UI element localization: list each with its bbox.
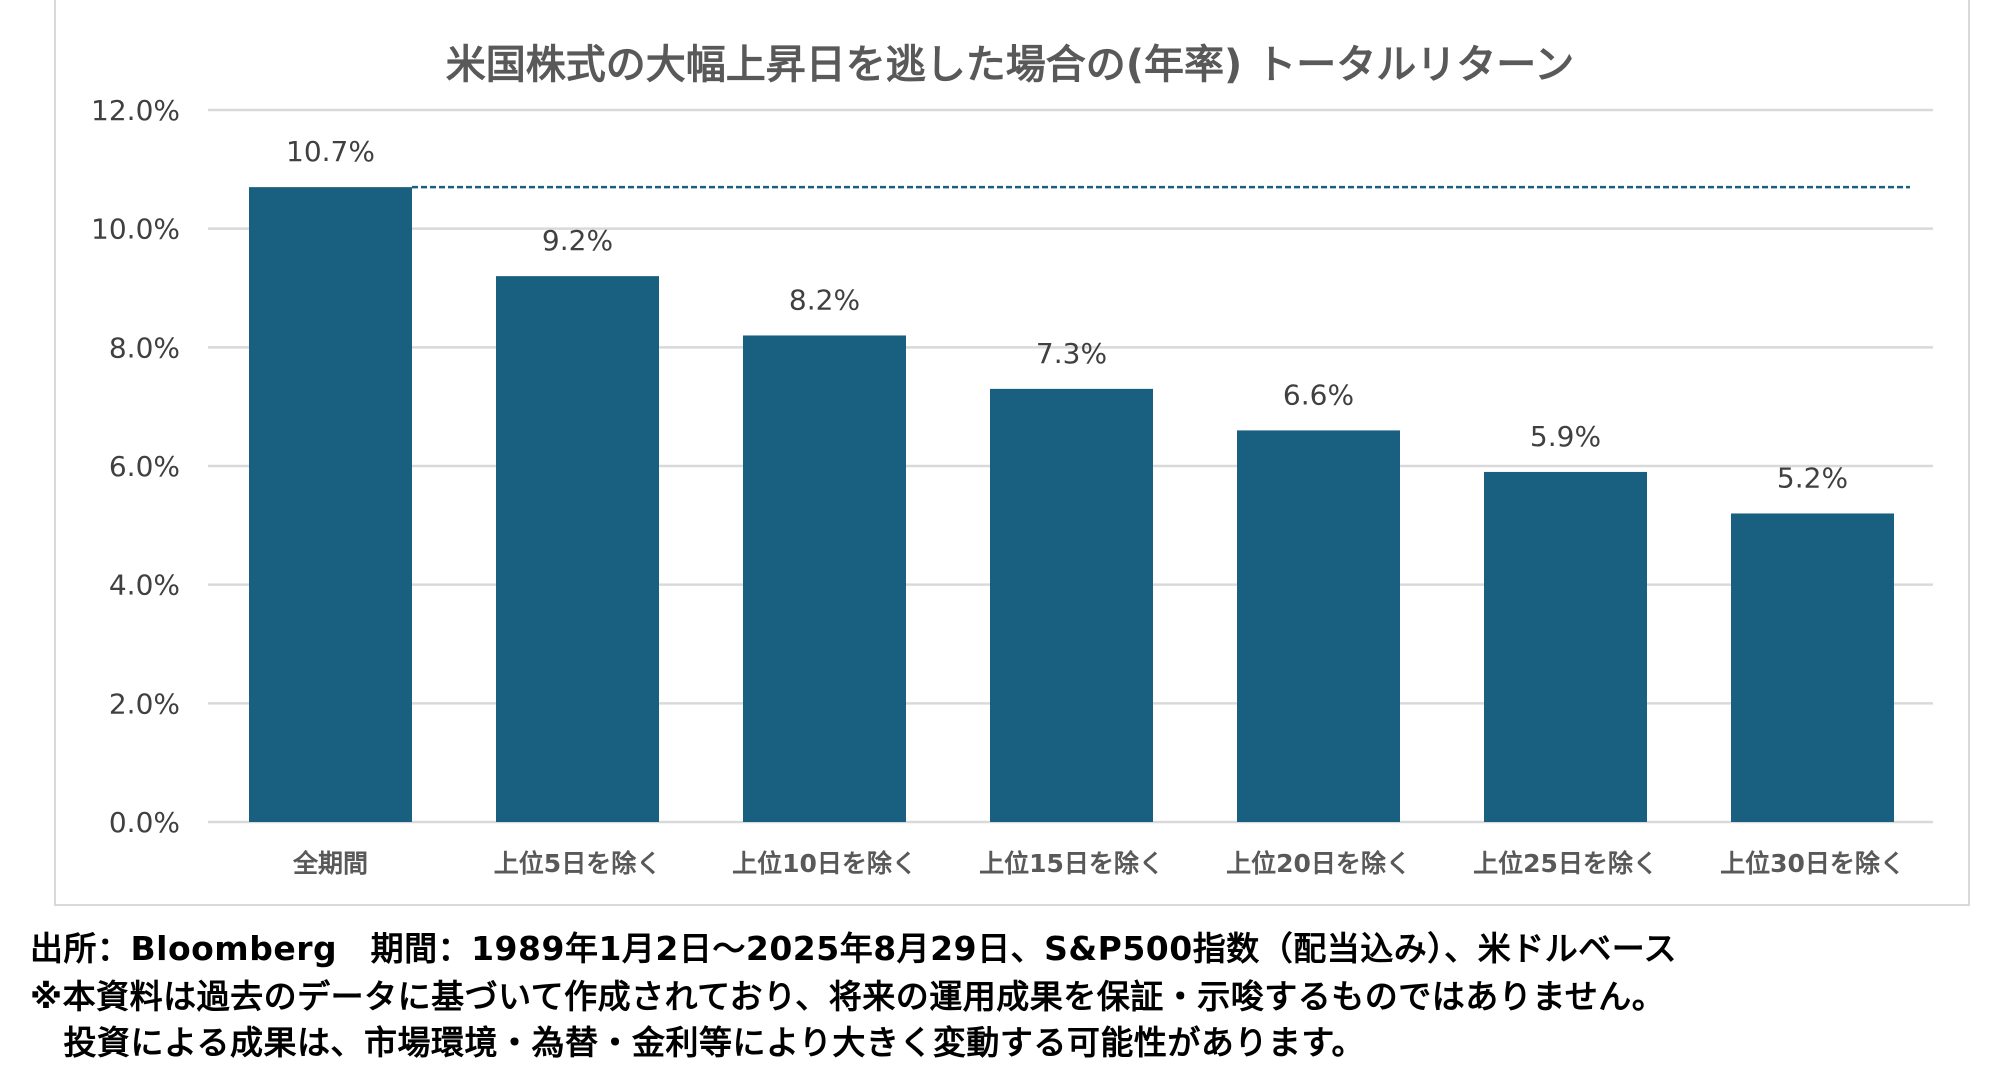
data-label: 9.2%	[542, 224, 613, 257]
y-tick-label: 2.0%	[109, 687, 180, 720]
x-category-label: 上位25日を除く	[1473, 849, 1658, 878]
y-tick-label: 0.0%	[109, 806, 180, 839]
data-label: 10.7%	[286, 135, 375, 168]
disclaimer-line-2: 投資による成果は、市場環境・為替・金利等により大きく変動する可能性があります。	[30, 1023, 1366, 1062]
chart-title: 米国株式の大幅上昇日を逃した場合の(年率) トータルリターン	[446, 42, 1575, 88]
bar	[249, 187, 412, 823]
data-label: 6.6%	[1283, 378, 1354, 411]
bar	[496, 276, 659, 823]
bar	[990, 388, 1153, 822]
y-tick-label: 4.0%	[109, 569, 180, 602]
y-tick-label: 10.0%	[91, 213, 180, 246]
data-label: 8.2%	[789, 283, 860, 316]
x-category-label: 上位15日を除く	[979, 849, 1164, 878]
y-tick-label: 6.0%	[109, 450, 180, 483]
y-tick-label: 8.0%	[109, 331, 180, 364]
bar	[1731, 513, 1894, 822]
bar	[743, 335, 906, 822]
data-label: 5.9%	[1530, 420, 1601, 453]
source-note: 出所：Bloomberg 期間：1989年1月2日～2025年8月29日、S&P…	[30, 929, 1678, 968]
bar	[1237, 430, 1400, 822]
bar-chart: 米国株式の大幅上昇日を逃した場合の(年率) トータルリターン 0.0% 2.0% 4…	[91, 42, 1933, 878]
x-category-label: 上位5日を除く	[494, 849, 661, 878]
bar	[1484, 471, 1647, 822]
x-category-label: 上位10日を除く	[732, 849, 917, 878]
disclaimer-line-1: ※本資料は過去のデータに基づいて作成されており、将来の運用成果を保証・示唆するも…	[30, 977, 1666, 1016]
y-tick-label: 12.0%	[91, 94, 180, 127]
x-category-label: 上位30日を除く	[1720, 849, 1905, 878]
x-category-label: 全期間	[292, 849, 368, 878]
data-label: 7.3%	[1036, 337, 1107, 370]
data-label: 5.2%	[1777, 461, 1848, 494]
x-category-label: 上位20日を除く	[1226, 849, 1411, 878]
